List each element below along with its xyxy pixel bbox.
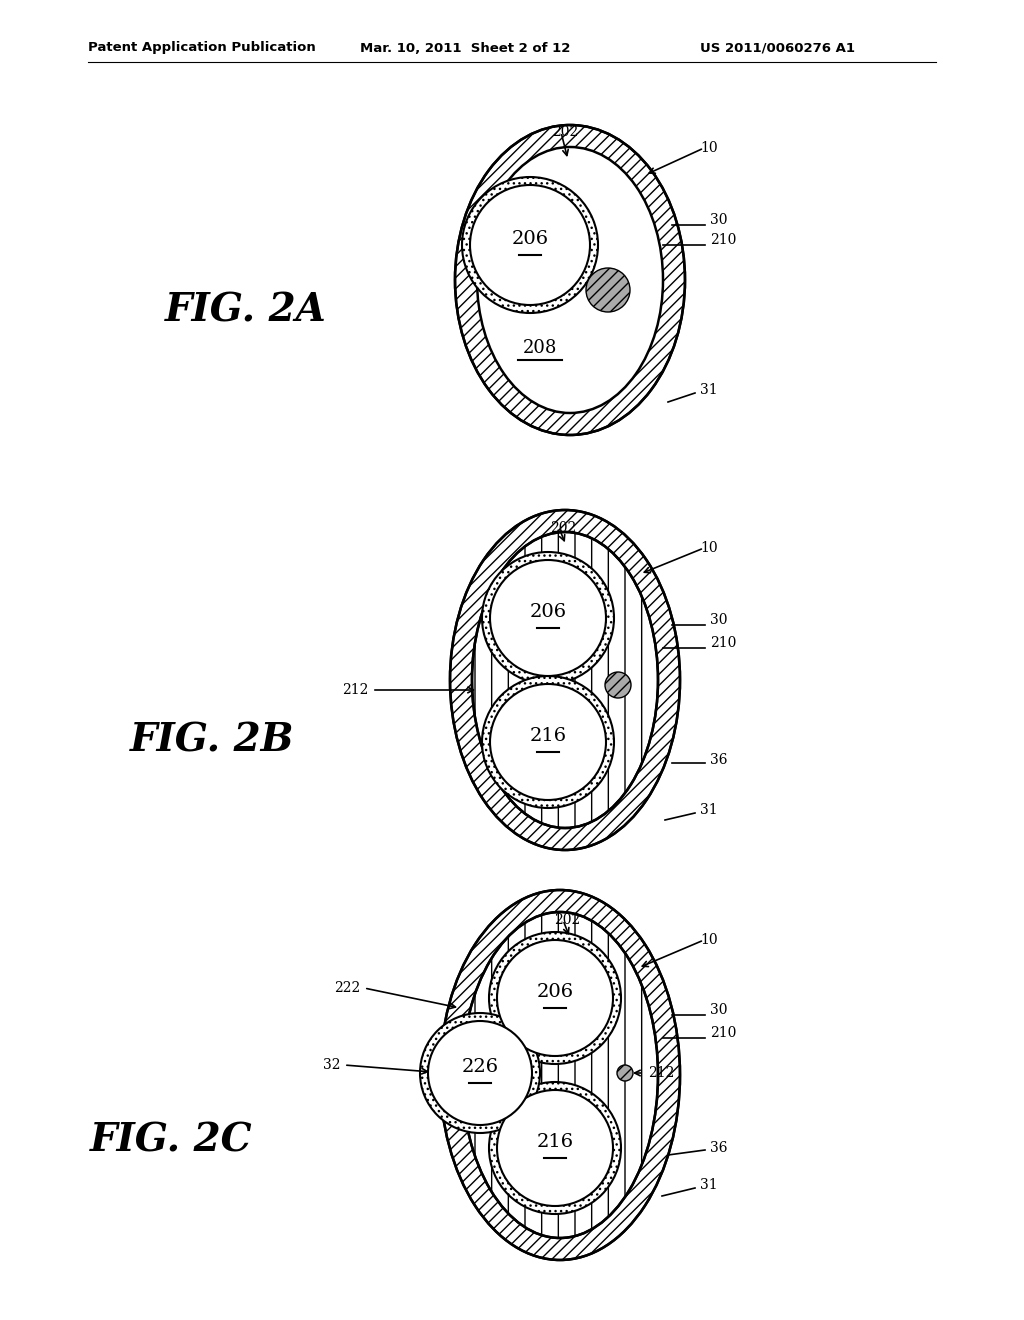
Text: 202: 202 xyxy=(552,125,579,139)
Text: 31: 31 xyxy=(700,1177,718,1192)
Text: 226: 226 xyxy=(462,1059,499,1076)
Ellipse shape xyxy=(477,147,663,413)
Circle shape xyxy=(482,676,614,808)
Text: 202: 202 xyxy=(554,913,581,927)
Ellipse shape xyxy=(440,890,680,1261)
Circle shape xyxy=(462,177,598,313)
Circle shape xyxy=(428,1020,532,1125)
Circle shape xyxy=(489,1082,621,1214)
Circle shape xyxy=(490,560,606,676)
Circle shape xyxy=(617,1065,633,1081)
Text: 36: 36 xyxy=(710,752,727,767)
Circle shape xyxy=(489,932,621,1064)
Text: 216: 216 xyxy=(529,727,566,744)
Circle shape xyxy=(470,185,590,305)
Text: 202: 202 xyxy=(550,521,577,535)
Text: FIG. 2C: FIG. 2C xyxy=(90,1121,253,1159)
Ellipse shape xyxy=(472,532,658,828)
Text: 31: 31 xyxy=(700,803,718,817)
Text: 210: 210 xyxy=(710,234,736,247)
Text: FIG. 2B: FIG. 2B xyxy=(130,721,295,759)
Text: 10: 10 xyxy=(700,141,718,154)
Text: 216: 216 xyxy=(537,1133,573,1151)
Circle shape xyxy=(420,1012,540,1133)
Text: 212: 212 xyxy=(648,1067,675,1080)
Ellipse shape xyxy=(450,510,680,850)
Text: Patent Application Publication: Patent Application Publication xyxy=(88,41,315,54)
Text: 210: 210 xyxy=(710,636,736,649)
Circle shape xyxy=(586,268,630,312)
Text: 31: 31 xyxy=(700,383,718,397)
Text: 32: 32 xyxy=(323,1059,340,1072)
Circle shape xyxy=(482,552,614,684)
Text: 206: 206 xyxy=(537,983,573,1001)
Text: US 2011/0060276 A1: US 2011/0060276 A1 xyxy=(700,41,855,54)
Text: 30: 30 xyxy=(710,612,727,627)
Text: FIG. 2A: FIG. 2A xyxy=(165,290,327,329)
Circle shape xyxy=(605,672,631,698)
Text: 30: 30 xyxy=(710,1003,727,1016)
Text: Mar. 10, 2011  Sheet 2 of 12: Mar. 10, 2011 Sheet 2 of 12 xyxy=(360,41,570,54)
Text: 222: 222 xyxy=(334,981,360,995)
Text: 212: 212 xyxy=(342,682,368,697)
Circle shape xyxy=(497,940,613,1056)
Circle shape xyxy=(497,1090,613,1206)
Text: 210: 210 xyxy=(710,1026,736,1040)
Text: 206: 206 xyxy=(511,230,549,248)
Ellipse shape xyxy=(462,912,658,1238)
Text: 36: 36 xyxy=(710,1140,727,1155)
Circle shape xyxy=(490,684,606,800)
Text: 10: 10 xyxy=(700,933,718,946)
Text: 206: 206 xyxy=(529,603,566,620)
Text: 30: 30 xyxy=(710,213,727,227)
Ellipse shape xyxy=(472,532,658,828)
Ellipse shape xyxy=(462,912,658,1238)
Ellipse shape xyxy=(455,125,685,436)
Text: 10: 10 xyxy=(700,541,718,554)
Text: 208: 208 xyxy=(523,339,557,356)
